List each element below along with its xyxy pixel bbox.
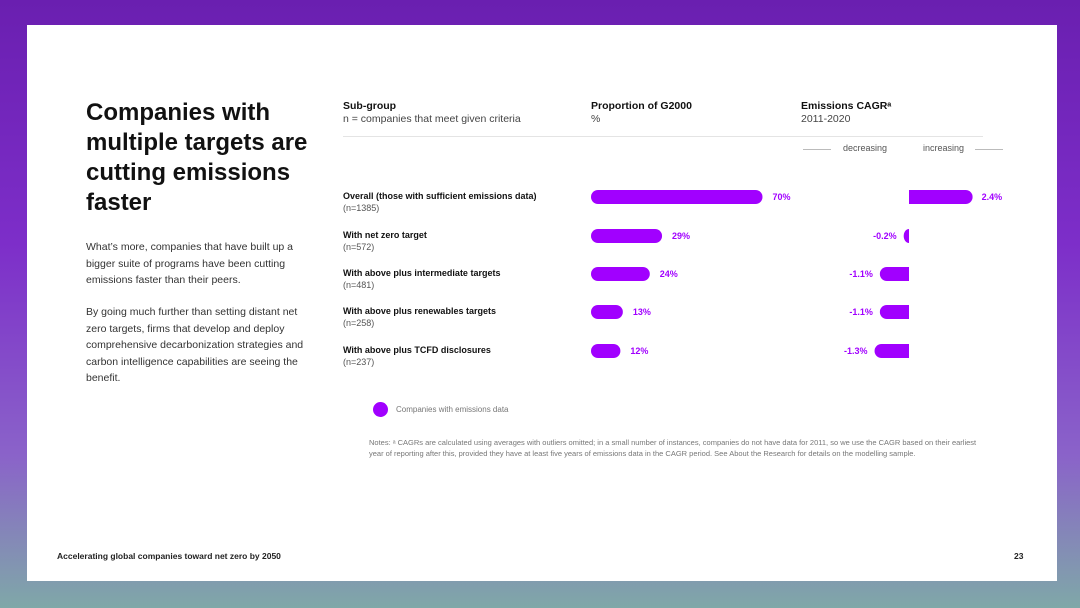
category-label: With net zero target <box>343 230 427 240</box>
proportion-bar <box>591 267 650 281</box>
column-header-cagr: Emissions CAGRᵃ 2011-2020 <box>801 100 891 126</box>
category-label: Overall (those with sufficient emissions… <box>343 191 537 201</box>
column-title-cagr: Emissions CAGRᵃ <box>801 100 892 112</box>
cagr-bar <box>909 190 973 204</box>
category-label: With above plus TCFD disclosures <box>343 345 491 355</box>
column-header-proportion: Proportion of G2000 % <box>591 100 692 126</box>
headline: Companies with multiple targets are cutt… <box>86 99 308 216</box>
header-divider <box>343 136 983 137</box>
sample-size-label: (n=481) <box>343 280 375 290</box>
cagr-value-label: 2.4% <box>982 192 1003 202</box>
cagr-bar <box>874 344 909 358</box>
bars-svg: 70% 2.4% 29% -0.2% 24% -1.1% 13% -1.1% 12% -1.3% <box>591 190 1003 358</box>
proportion-bar <box>591 190 763 204</box>
row-label: With above plus TCFD disclosures (n=237) <box>343 344 553 368</box>
body-paragraph-2: By going much further than setting dista… <box>86 306 304 384</box>
proportion-bar <box>591 229 663 243</box>
sample-size-label: (n=258) <box>343 318 375 328</box>
column-header-subgroup: Sub-group n = companies that meet given … <box>343 100 521 126</box>
increasing-line <box>975 149 1003 150</box>
increasing-label: increasing <box>923 143 965 153</box>
column-subtitle-proportion: % <box>591 113 601 125</box>
legend-swatch <box>373 402 388 417</box>
cagr-value-label: -1.1% <box>849 269 873 279</box>
proportion-value-label: 24% <box>660 269 678 279</box>
row-label: With above plus intermediate targets (n=4… <box>343 267 553 291</box>
notes: Notes: ᵃ CAGRs are calculated using aver… <box>369 438 977 458</box>
proportion-value-label: 70% <box>773 192 791 202</box>
proportion-value-label: 13% <box>633 307 651 317</box>
decreasing-line <box>803 149 831 150</box>
footer-title: Accelerating global companies toward net… <box>57 551 281 561</box>
legend-label: Companies with emissions data <box>396 405 509 414</box>
proportion-bar <box>591 344 621 358</box>
column-subtitle-cagr: 2011-2020 <box>801 113 851 125</box>
bar-chart: Sub-group n = companies that meet given … <box>343 100 1003 410</box>
proportion-value-label: 29% <box>672 231 690 241</box>
column-title-subgroup: Sub-group <box>343 100 397 112</box>
cagr-value-label: -1.3% <box>844 346 868 356</box>
slide-page <box>27 25 1057 581</box>
sample-size-label: (n=1385) <box>343 203 380 213</box>
decreasing-label: decreasing <box>843 143 888 153</box>
sample-size-label: (n=237) <box>343 357 375 367</box>
row-label: Overall (those with sufficient emissions… <box>343 190 553 214</box>
body-paragraph-1: What’s more, companies that have built u… <box>86 241 294 286</box>
sample-size-label: (n=572) <box>343 242 375 252</box>
page-number: 23 <box>1014 551 1024 561</box>
cagr-bar <box>879 267 909 281</box>
cagr-bar <box>879 305 909 319</box>
column-title-proportion: Proportion of G2000 <box>591 100 692 112</box>
proportion-value-label: 12% <box>630 346 648 356</box>
row-label: With net zero target (n=572) <box>343 229 553 253</box>
row-label: With above plus renewables targets (n=258… <box>343 305 553 329</box>
cagr-bar <box>903 229 909 243</box>
category-label: With above plus renewables targets <box>343 306 496 316</box>
proportion-bar <box>591 305 623 319</box>
category-label: With above plus intermediate targets <box>343 268 501 278</box>
cagr-value-label: -0.2% <box>873 231 897 241</box>
column-subtitle-subgroup: n = companies that meet given criteria <box>343 113 521 125</box>
cagr-value-label: -1.1% <box>849 307 873 317</box>
